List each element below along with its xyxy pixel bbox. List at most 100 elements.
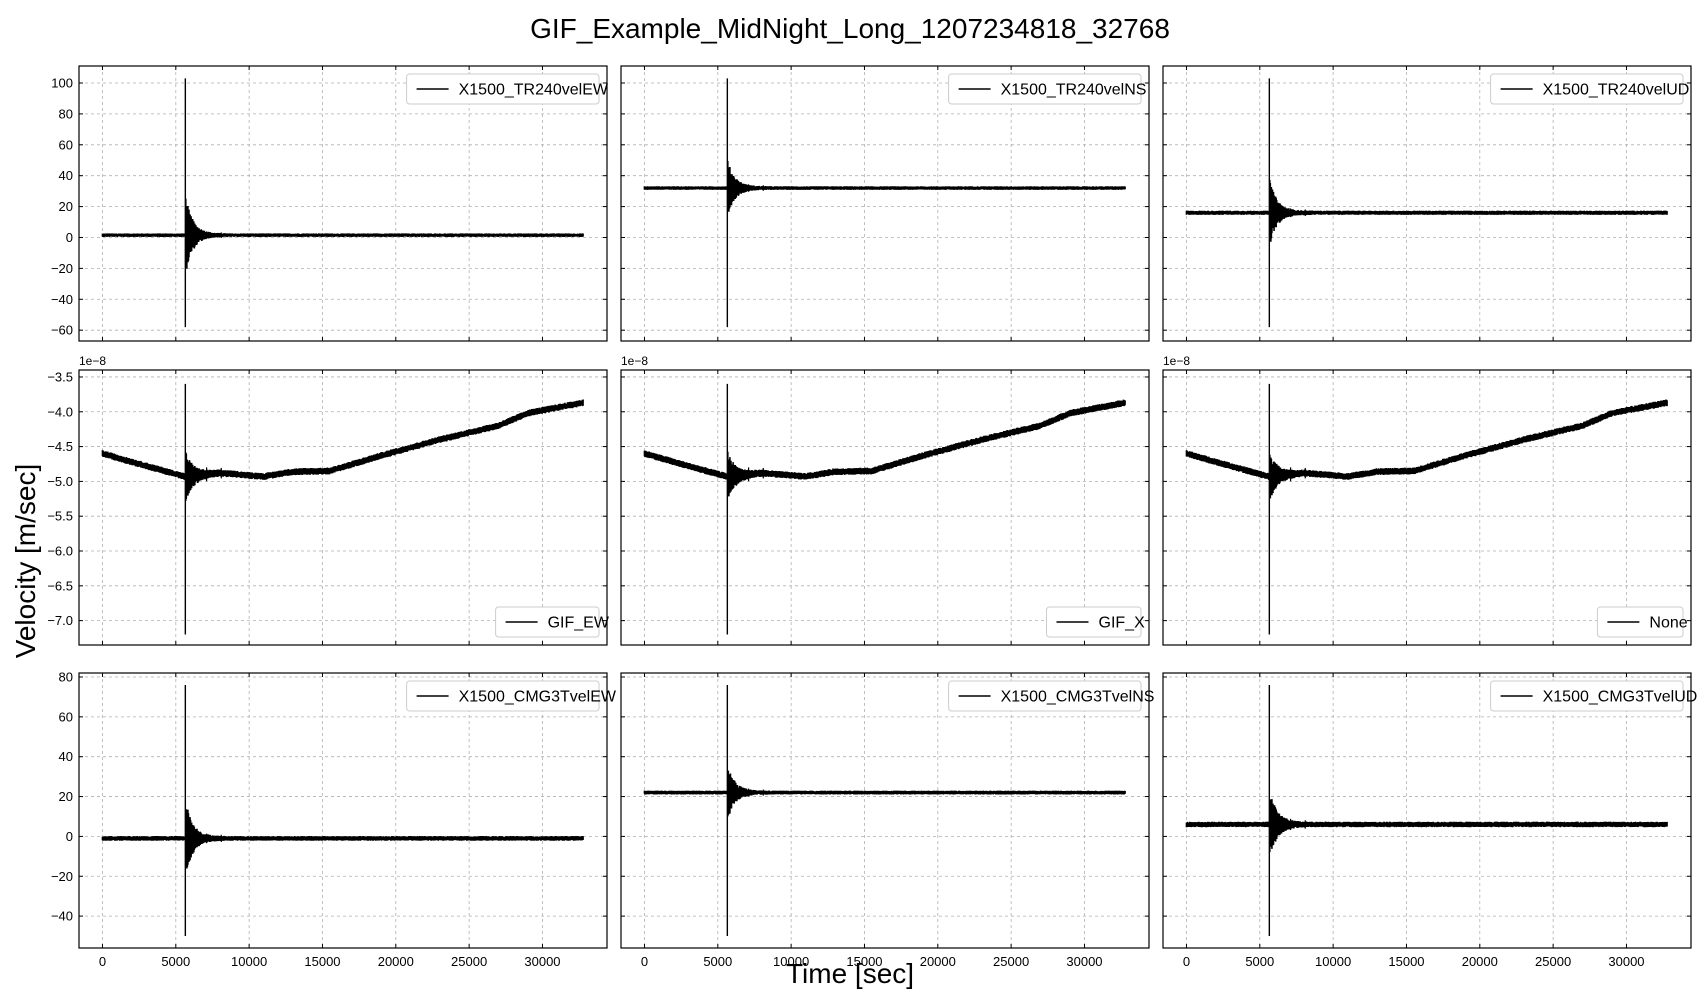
axes-frame xyxy=(620,65,1150,342)
y-tick-label: 0 xyxy=(66,829,73,844)
y-tick-label: 60 xyxy=(59,709,73,724)
axes-frame xyxy=(620,369,1150,646)
legend-label: X1500_TR240velNS xyxy=(1001,82,1147,99)
y-tick-label: −5.5 xyxy=(47,509,73,524)
legend: GIF_EW xyxy=(495,606,610,638)
trace-band xyxy=(101,198,584,269)
legend-label: X1500_CMG3TvelEW xyxy=(459,689,617,706)
y-tick-label: −40 xyxy=(51,292,73,307)
legend-box xyxy=(948,73,1142,105)
trace-band xyxy=(101,399,584,502)
axes-frame xyxy=(620,672,1150,949)
legend-label: GIF_EW xyxy=(548,615,610,632)
offset-text: 1e−8 xyxy=(621,354,648,368)
y-tick-label: −5.0 xyxy=(47,474,73,489)
trace xyxy=(101,78,584,328)
trace-band xyxy=(101,809,584,869)
y-tick-label: −4.5 xyxy=(47,439,73,454)
x-tick-label: 30000 xyxy=(524,954,560,969)
panel-tr240-ns: X1500_TR240velNS xyxy=(620,65,1150,342)
legend: X1500_CMG3TvelUD xyxy=(1490,680,1698,712)
x-tick-label: 0 xyxy=(641,954,648,969)
legend-label: GIF_X xyxy=(1099,615,1146,632)
panel-gif-x: 1e−8 GIF_X xyxy=(620,354,1150,646)
legend-label: X1500_CMG3TvelUD xyxy=(1543,689,1698,706)
x-tick-label: 5000 xyxy=(703,954,732,969)
x-tick-label: 10000 xyxy=(1315,954,1351,969)
y-tick-label: −60 xyxy=(51,323,73,338)
y-tick-label: 0 xyxy=(66,230,73,245)
legend-box xyxy=(1046,606,1142,638)
panel-tr240-ud: X1500_TR240velUD xyxy=(1162,65,1692,342)
y-tick-label: −4.0 xyxy=(47,404,73,419)
x-tick-label: 10000 xyxy=(773,954,809,969)
y-tick-label: 20 xyxy=(59,789,73,804)
legend: X1500_CMG3TvelNS xyxy=(948,680,1155,712)
x-tick-label: 0 xyxy=(99,954,106,969)
panel-tr240-ew: −60 −40 −20 0 20 40 60 80 100 X1500_TR240velEW xyxy=(51,65,609,342)
legend-box xyxy=(495,606,600,638)
legend-box xyxy=(948,680,1142,712)
legend-label: X1500_TR240velEW xyxy=(459,82,609,99)
axes-frame xyxy=(1162,369,1692,646)
legend: X1500_CMG3TvelEW xyxy=(406,680,617,712)
axes-frame xyxy=(1162,672,1692,949)
x-tick-label: 0 xyxy=(1183,954,1190,969)
legend-label: X1500_CMG3TvelNS xyxy=(1001,689,1155,706)
x-tick-label: 15000 xyxy=(304,954,340,969)
legend-box xyxy=(1490,680,1684,712)
trace xyxy=(101,383,584,635)
panel-cmg3t-ns: 0 5000 10000 15000 20000 25000 30000 X1500_CMG3… xyxy=(620,672,1155,969)
legend-label: None xyxy=(1649,615,1687,632)
y-tick-label: 60 xyxy=(59,137,73,152)
y-tick-label: 80 xyxy=(59,669,73,684)
legend-box xyxy=(406,73,600,105)
axes-frame xyxy=(78,65,608,342)
trace xyxy=(101,684,584,937)
legend: X1500_TR240velNS xyxy=(948,73,1147,105)
legend-box xyxy=(1596,606,1684,638)
trace-band xyxy=(1185,799,1668,853)
y-tick-label: −20 xyxy=(51,869,73,884)
panel-gif-none: 1e−8 None xyxy=(1162,354,1692,646)
legend-label: X1500_TR240velUD xyxy=(1543,82,1690,99)
x-tick-label: 15000 xyxy=(846,954,882,969)
y-tick-label: −6.5 xyxy=(47,578,73,593)
trace xyxy=(643,78,1126,328)
trace xyxy=(1185,383,1668,635)
trace-band xyxy=(643,770,1126,817)
x-tick-label: 25000 xyxy=(1535,954,1571,969)
figure-title: GIF_Example_MidNight_Long_1207234818_327… xyxy=(530,13,1170,44)
x-tick-label: 5000 xyxy=(161,954,190,969)
legend: X1500_TR240velUD xyxy=(1490,73,1690,105)
y-tick-label: −6.0 xyxy=(47,544,73,559)
trace xyxy=(643,684,1126,937)
x-tick-label: 20000 xyxy=(1462,954,1498,969)
x-tick-label: 20000 xyxy=(378,954,414,969)
trace-band xyxy=(1185,399,1668,499)
x-tick-label: 25000 xyxy=(993,954,1029,969)
x-tick-label: 30000 xyxy=(1066,954,1102,969)
panel-gif-ew: −7.0 −6.5 −6.0 −5.5 −5.0 −4.5 −4.0 −3.5 1e−8 GIF_… xyxy=(47,354,610,646)
panel-cmg3t-ud: 0 5000 10000 15000 20000 25000 30000 X1500_CMG3… xyxy=(1162,672,1698,969)
y-tick-label: −20 xyxy=(51,261,73,276)
y-tick-label: 40 xyxy=(59,168,73,183)
y-tick-label: 100 xyxy=(51,75,73,90)
y-tick-label: −3.5 xyxy=(47,369,73,384)
panel-cmg3t-ew: 0 5000 10000 15000 20000 25000 30000 −40 −20 0 20 4… xyxy=(51,669,617,969)
axes-frame xyxy=(78,672,608,949)
axes-frame xyxy=(78,369,608,646)
y-tick-label: 40 xyxy=(59,749,73,764)
legend: GIF_X xyxy=(1046,606,1146,638)
y-tick-label: −7.0 xyxy=(47,613,73,628)
trace-band xyxy=(643,399,1126,497)
legend-box xyxy=(406,680,600,712)
trace-band xyxy=(1185,179,1668,242)
offset-text: 1e−8 xyxy=(1163,354,1190,368)
trace xyxy=(1185,684,1668,937)
trace xyxy=(643,383,1126,635)
y-tick-label: −40 xyxy=(51,909,73,924)
trace-band xyxy=(643,161,1126,212)
x-tick-label: 5000 xyxy=(1245,954,1274,969)
